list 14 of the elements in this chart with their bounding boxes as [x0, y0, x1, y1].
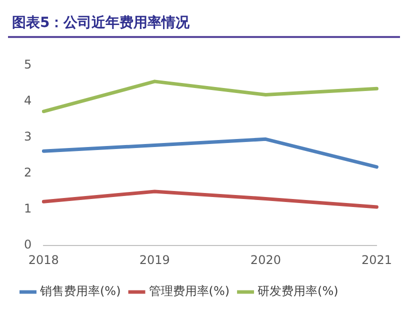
x-tick-label: 2020 — [250, 252, 281, 267]
legend-label: 管理费用率(%) — [148, 284, 230, 298]
x-tick-label: 2018 — [28, 252, 59, 267]
y-tick-label: 5 — [24, 57, 32, 72]
chart-title: 图表5：公司近年费用率情况 — [11, 14, 191, 33]
y-tick-label: 3 — [24, 129, 32, 144]
y-tick-label: 0 — [24, 238, 32, 252]
legend-label: 销售费用率(%) — [39, 284, 121, 298]
y-tick-label: 4 — [24, 93, 32, 108]
legend-label: 研发费用率(%) — [258, 284, 338, 298]
y-tick-label: 1 — [24, 202, 32, 216]
x-tick-label: 2019 — [139, 252, 170, 267]
y-tick-label: 2 — [24, 166, 32, 180]
x-tick-label: 2021 — [361, 252, 392, 267]
